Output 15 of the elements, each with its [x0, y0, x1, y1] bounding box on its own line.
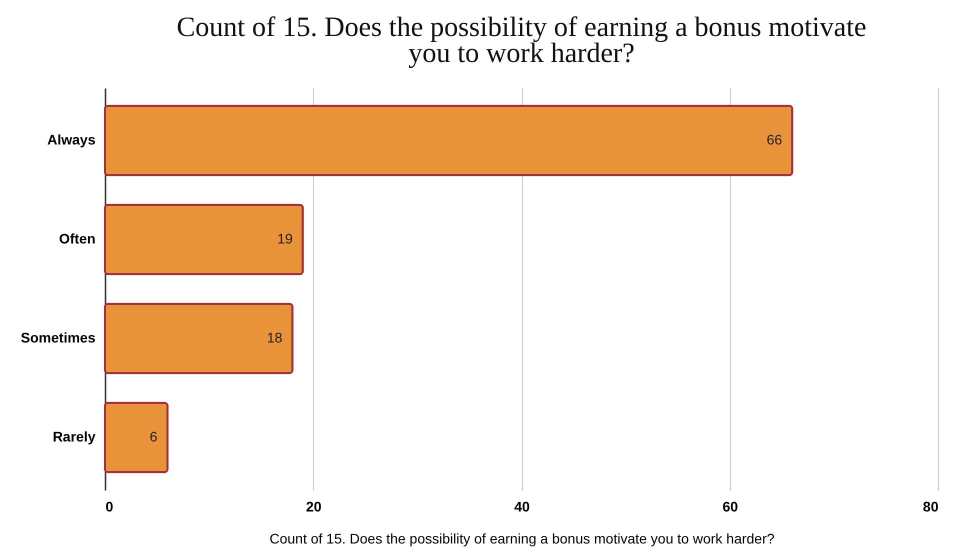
data-label: 6 — [150, 428, 158, 445]
y-tick-label: Always — [47, 131, 96, 148]
x-tick-label: 0 — [106, 498, 114, 514]
y-tick-label: Sometimes — [20, 330, 96, 346]
chart-title: Count of 15. Does the possibility of earning a bonus motivate you to work harder? — [176, 12, 866, 69]
x-tick-label: 60 — [722, 498, 738, 514]
x-tick-label: 40 — [514, 498, 530, 514]
data-label: 19 — [277, 230, 294, 246]
data-label: 66 — [766, 131, 782, 148]
x-axis-title: Count of 15. Does the possibility of earning a bonus motivate you to work harder? — [269, 530, 775, 546]
data-label: 18 — [266, 330, 283, 346]
x-tick-label: 80 — [922, 498, 939, 514]
y-tick-label: Often — [58, 230, 96, 246]
x-tick-label: 20 — [306, 498, 322, 514]
y-tick-label: Rarely — [52, 428, 96, 445]
